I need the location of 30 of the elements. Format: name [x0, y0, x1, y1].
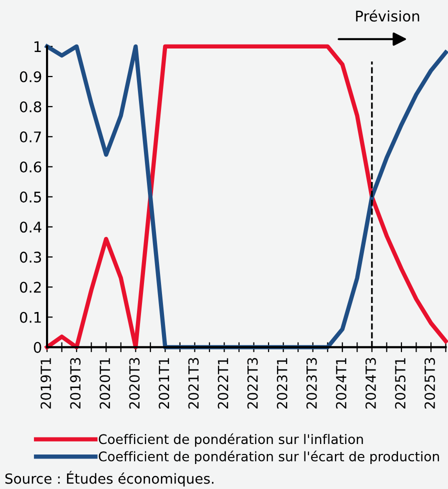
x-tick-label: 2024T3	[365, 358, 376, 409]
x-tick-label: 2023T3	[306, 358, 317, 409]
y-tick-label: 1	[34, 41, 41, 52]
x-tick-label: 2021T1	[158, 358, 170, 409]
y-tick-label: 0.3	[20, 252, 42, 263]
x-tick-label: 2025T1	[394, 358, 406, 409]
source-note: Source : Études économiques.	[5, 470, 214, 487]
x-tick-label: 2019T3	[70, 358, 81, 409]
y-tick-label: 0.2	[20, 282, 41, 293]
x-tick-label: 2020T1	[100, 358, 110, 409]
x-tick-label: 2024T1	[336, 358, 346, 409]
y-tick-label: 0.7	[20, 131, 41, 142]
x-tick-label: 2021T3	[188, 358, 199, 409]
x-tick-label: 2019T1	[40, 358, 52, 409]
line-series	[44, 44, 448, 350]
y-tick-label: 0.9	[20, 71, 42, 82]
x-tick-label: 2025T3	[424, 358, 436, 409]
x-tick-label: 2020T3	[129, 358, 140, 409]
text: Prévision	[356, 10, 420, 22]
x-tick-label: 2023T1	[276, 358, 288, 409]
y-tick-label: 0.6	[20, 161, 42, 172]
x-tick-label: 2022T1	[218, 358, 228, 409]
y-tick-label: 0.5	[20, 192, 41, 203]
legend-label: Coefficient de pondération sur l'inflation	[98, 433, 363, 447]
y-tick-label: 0.1	[20, 312, 41, 323]
y-tick-label: 0.4	[20, 222, 42, 233]
y-tick-label: 0	[34, 342, 42, 353]
y-tick-label: 0.8	[20, 101, 42, 112]
x-tick-label: 2022T3	[247, 358, 258, 409]
legend-label: Coefficient de pondération sur l'écart de production	[98, 450, 439, 464]
